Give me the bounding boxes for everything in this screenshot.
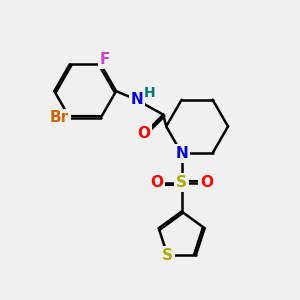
Text: Br: Br bbox=[50, 110, 69, 125]
Text: O: O bbox=[200, 175, 213, 190]
Text: F: F bbox=[100, 52, 110, 68]
Text: O: O bbox=[138, 126, 151, 141]
Text: O: O bbox=[150, 175, 163, 190]
Text: S: S bbox=[176, 175, 187, 190]
Text: S: S bbox=[162, 248, 173, 263]
Text: N: N bbox=[130, 92, 143, 107]
Text: H: H bbox=[144, 85, 156, 100]
Text: N: N bbox=[175, 146, 188, 161]
